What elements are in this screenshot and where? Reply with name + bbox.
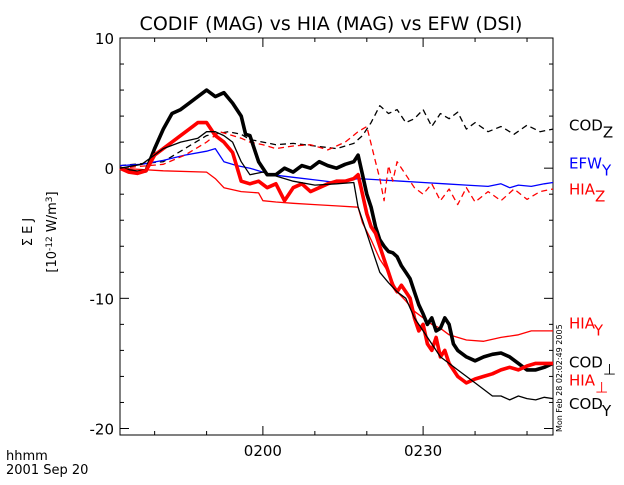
y-axis-unit: [10-12 W/m3] <box>45 191 60 272</box>
chart-title: CODIF (MAG) vs HIA (MAG) vs EFW (DSI) <box>140 13 523 35</box>
y-tick-label: 0 <box>104 160 114 178</box>
series-line-hia-2 <box>119 125 554 206</box>
series-line-hia-3 <box>119 167 553 342</box>
series-label: EFWY <box>569 154 612 179</box>
series-line-cod-4 <box>119 88 554 372</box>
y-axis-ticks: 10 0 -10 -20 <box>90 30 553 438</box>
series-label: COD⊥ <box>569 353 616 378</box>
series-label: HIAY <box>569 314 604 339</box>
plot-frame <box>119 37 554 436</box>
x-axis-ticks: 0200 0230 <box>154 38 528 460</box>
series-line-cod-6 <box>119 131 554 401</box>
series-label: HIAZ <box>569 180 605 205</box>
y-tick-label: 10 <box>95 30 114 48</box>
series-label: CODZ <box>569 117 613 142</box>
x-tick-label: 0230 <box>404 442 442 460</box>
series-layer <box>119 88 554 401</box>
y-tick-label: -10 <box>90 290 115 308</box>
x-format-label: hhmm <box>6 449 48 464</box>
date-label: 2001 Sep 20 <box>6 463 88 478</box>
series-label: CODY <box>569 395 612 420</box>
series-line-hia-5 <box>119 120 553 385</box>
series-label: HIA⊥ <box>569 372 608 397</box>
x-tick-label: 0200 <box>244 442 282 460</box>
y-axis-label: Σ E J <box>21 218 36 247</box>
series-line-cod-0 <box>119 105 554 167</box>
side-note: Mon Feb 28 02:02:49 2005 <box>555 324 564 432</box>
y-tick-label: -20 <box>90 420 115 438</box>
